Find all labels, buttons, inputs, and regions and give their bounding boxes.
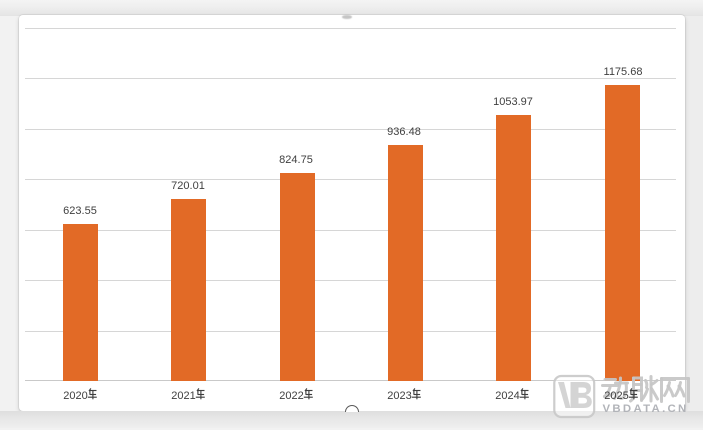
svg-text:VBDATA.CN: VBDATA.CN [603,403,689,415]
